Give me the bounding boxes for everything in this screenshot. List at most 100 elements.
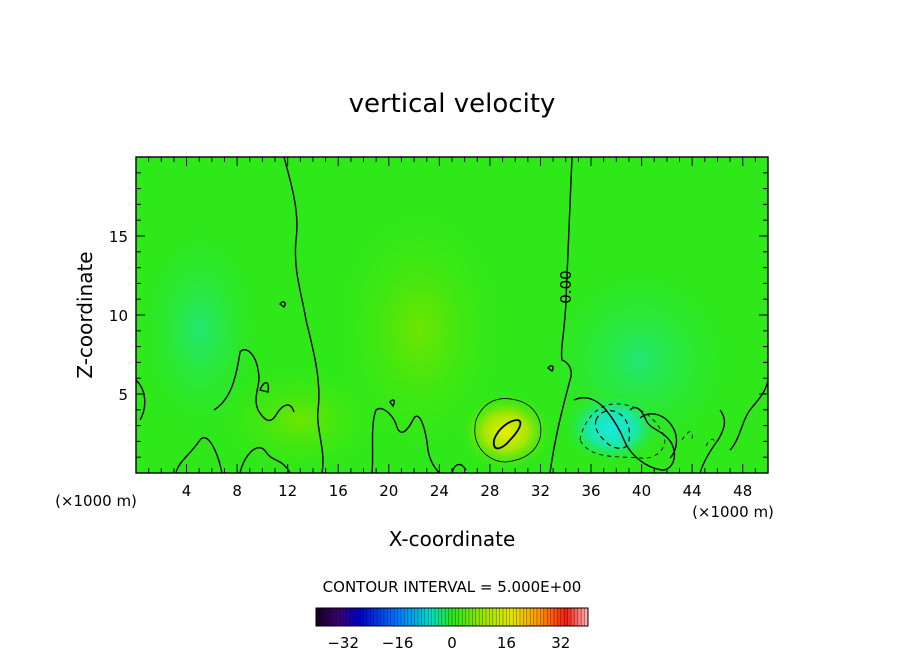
x-tick-label: 36 — [581, 482, 600, 500]
colorbar-cell — [581, 608, 585, 626]
colorbar-cell — [326, 608, 330, 626]
colorbar-cell — [367, 608, 371, 626]
colorbar-cell — [322, 608, 327, 626]
colorbar-cell — [431, 608, 436, 626]
x-axis-label: X-coordinate — [389, 527, 516, 551]
colorbar-cell — [577, 608, 582, 626]
x-tick-label: 8 — [232, 482, 242, 500]
colorbar-cell — [486, 608, 490, 626]
colorbar-tick-label: −16 — [382, 634, 414, 652]
colorbar-cell — [458, 608, 463, 626]
colorbar-cell — [452, 608, 456, 626]
colorbar-cell — [584, 608, 589, 626]
x-axis: 4 8 12 16 20 24 28 32 36 40 44 48 — [148, 157, 756, 500]
colorbar-cell — [503, 608, 507, 626]
y-tick-label: 15 — [109, 228, 128, 246]
colorbar-cell — [523, 608, 528, 626]
colorbar-cell — [526, 608, 531, 626]
colorbar-tick-label: 32 — [551, 634, 570, 652]
colorbar — [315, 608, 589, 626]
colorbar-cell — [424, 608, 429, 626]
colorbar-cell — [564, 608, 568, 626]
contour-zero-left — [283, 157, 324, 473]
colorbar-cell — [547, 608, 551, 626]
colorbar-cell — [401, 608, 405, 626]
y-tick-label: 5 — [118, 386, 128, 404]
colorbar-cell — [574, 608, 579, 626]
colorbar-cell — [540, 608, 545, 626]
colorbar-cell — [472, 608, 477, 626]
colorbar-cell — [380, 608, 385, 626]
contour-downdraft-dashed-outer — [579, 403, 666, 459]
x-tick-label: 16 — [329, 482, 348, 500]
colorbar-cell — [530, 608, 534, 626]
colorbar-cell — [492, 608, 497, 626]
contour-lower-mid — [371, 407, 467, 473]
colorbar-cell — [360, 608, 364, 626]
colorbar-cell — [475, 608, 480, 626]
colorbar-cell — [455, 608, 460, 626]
colorbar-cell — [543, 608, 548, 626]
x-tick-label: 20 — [379, 482, 398, 500]
colorbar-cell — [479, 608, 483, 626]
x-tick-label: 40 — [632, 482, 651, 500]
x-tick-label: 44 — [683, 482, 702, 500]
weak-downdraft-region-2 — [136, 210, 270, 450]
colorbar-cell — [560, 608, 565, 626]
colorbar-cell — [533, 608, 538, 626]
colorbar-cell — [363, 608, 368, 626]
x-unit-right: (×1000 m) — [692, 503, 774, 521]
x-tick-label: 28 — [480, 482, 499, 500]
contour-updraft-outer — [474, 398, 542, 463]
colorbar-cell — [387, 608, 392, 626]
downdraft-region — [562, 392, 662, 464]
colorbar-cell — [441, 608, 446, 626]
x-tick-label: 12 — [278, 482, 297, 500]
colorbar-cell — [554, 608, 558, 626]
colorbar-cell — [571, 608, 575, 626]
x-unit-left: (×1000 m) — [55, 492, 137, 510]
y-axis-label: Z-coordinate — [73, 251, 97, 378]
contour-right-complex — [573, 379, 768, 473]
colorbar-cell — [316, 608, 320, 626]
colorbar-cell — [567, 608, 572, 626]
contour-downdraft-dashed — [594, 410, 631, 449]
colorbar-cell — [370, 608, 375, 626]
colorbar-cell — [499, 608, 504, 626]
colorbar-cell — [373, 608, 378, 626]
contour-zero-right — [549, 157, 573, 473]
x-tick-label: 32 — [531, 482, 550, 500]
colorbar-cell — [333, 608, 337, 626]
colorbar-cell — [421, 608, 426, 626]
colorbar-cell — [482, 608, 487, 626]
colorbar-cell — [343, 608, 347, 626]
x-tick-label: 24 — [430, 482, 449, 500]
colorbar-cell — [390, 608, 395, 626]
colorbar-cell — [435, 608, 439, 626]
colorbar-cell — [336, 608, 341, 626]
contour-lines — [136, 157, 768, 473]
colorbar-cell — [489, 608, 494, 626]
colorbar-cell — [384, 608, 388, 626]
colorbar-cell — [509, 608, 514, 626]
colorbar-cell — [329, 608, 334, 626]
contour-small-loops — [259, 301, 554, 408]
colorbar-cell — [353, 608, 358, 626]
colorbar-cell — [462, 608, 466, 626]
colorbar-cell — [516, 608, 521, 626]
colorbar-cell — [557, 608, 562, 626]
colorbar-cell — [445, 608, 449, 626]
colorbar-cell — [404, 608, 409, 626]
contour-label: 0.00 — [557, 270, 575, 303]
chart-title: vertical velocity — [349, 89, 556, 119]
contour-interval-text: CONTOUR INTERVAL = 5.000E+00 — [323, 578, 582, 596]
colorbar-cell — [397, 608, 402, 626]
colorbar-cell — [496, 608, 500, 626]
colorbar-cell — [339, 608, 344, 626]
contour-updraft-core — [492, 419, 522, 450]
colorbar-frame — [315, 607, 589, 627]
colorbar-cell — [319, 608, 324, 626]
colorbar-cell — [428, 608, 432, 626]
colorbar-tick-label: −32 — [327, 634, 359, 652]
y-axis: 5 10 15 — [109, 172, 768, 458]
